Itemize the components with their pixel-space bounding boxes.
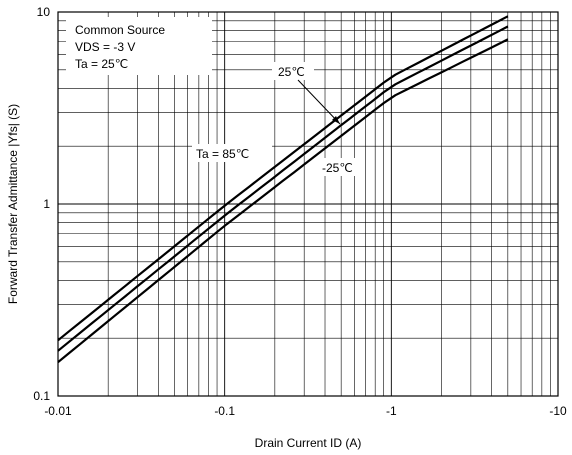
x-tick-label: -0.1 — [214, 404, 235, 418]
y-tick-label: 0.1 — [33, 389, 50, 403]
label-25C: 25℃ — [278, 65, 305, 79]
condition-line-2: VDS = -3 V — [75, 40, 135, 54]
condition-line-3: Ta = 25℃ — [75, 57, 128, 71]
condition-line-1: Common Source — [75, 23, 165, 37]
y-axis-title: Forward Transfer Admittance |Yfs| (S) — [6, 104, 20, 304]
arrow-head-25C — [332, 116, 340, 124]
label-85C: Ta = 85℃ — [196, 147, 249, 161]
plot-frame — [57, 11, 559, 397]
x-tick-label: -0.01 — [44, 404, 72, 418]
y-tick-label: 1 — [43, 197, 50, 211]
series-lines — [57, 15, 509, 364]
label-minus25C: -25℃ — [322, 161, 353, 175]
x-tick-label: -10 — [549, 404, 567, 418]
y-tick-labels: 0.1 1 10 — [33, 5, 50, 403]
arrow-25C — [297, 79, 341, 125]
conditions-box: Common Source VDS = -3 V Ta = 25℃ — [66, 17, 212, 75]
x-tick-label: -1 — [386, 404, 397, 418]
series-line-0 — [57, 15, 509, 342]
x-axis-title: Drain Current ID (A) — [255, 436, 362, 450]
series-annotations: 25℃ Ta = 85℃ -25℃ — [192, 62, 362, 176]
major-grid — [58, 12, 558, 396]
series-line-1 — [57, 25, 509, 352]
y-tick-label: 10 — [37, 5, 51, 19]
x-tick-labels: -0.01 -0.1 -1 -10 — [44, 404, 567, 418]
series-line-2 — [57, 38, 509, 364]
